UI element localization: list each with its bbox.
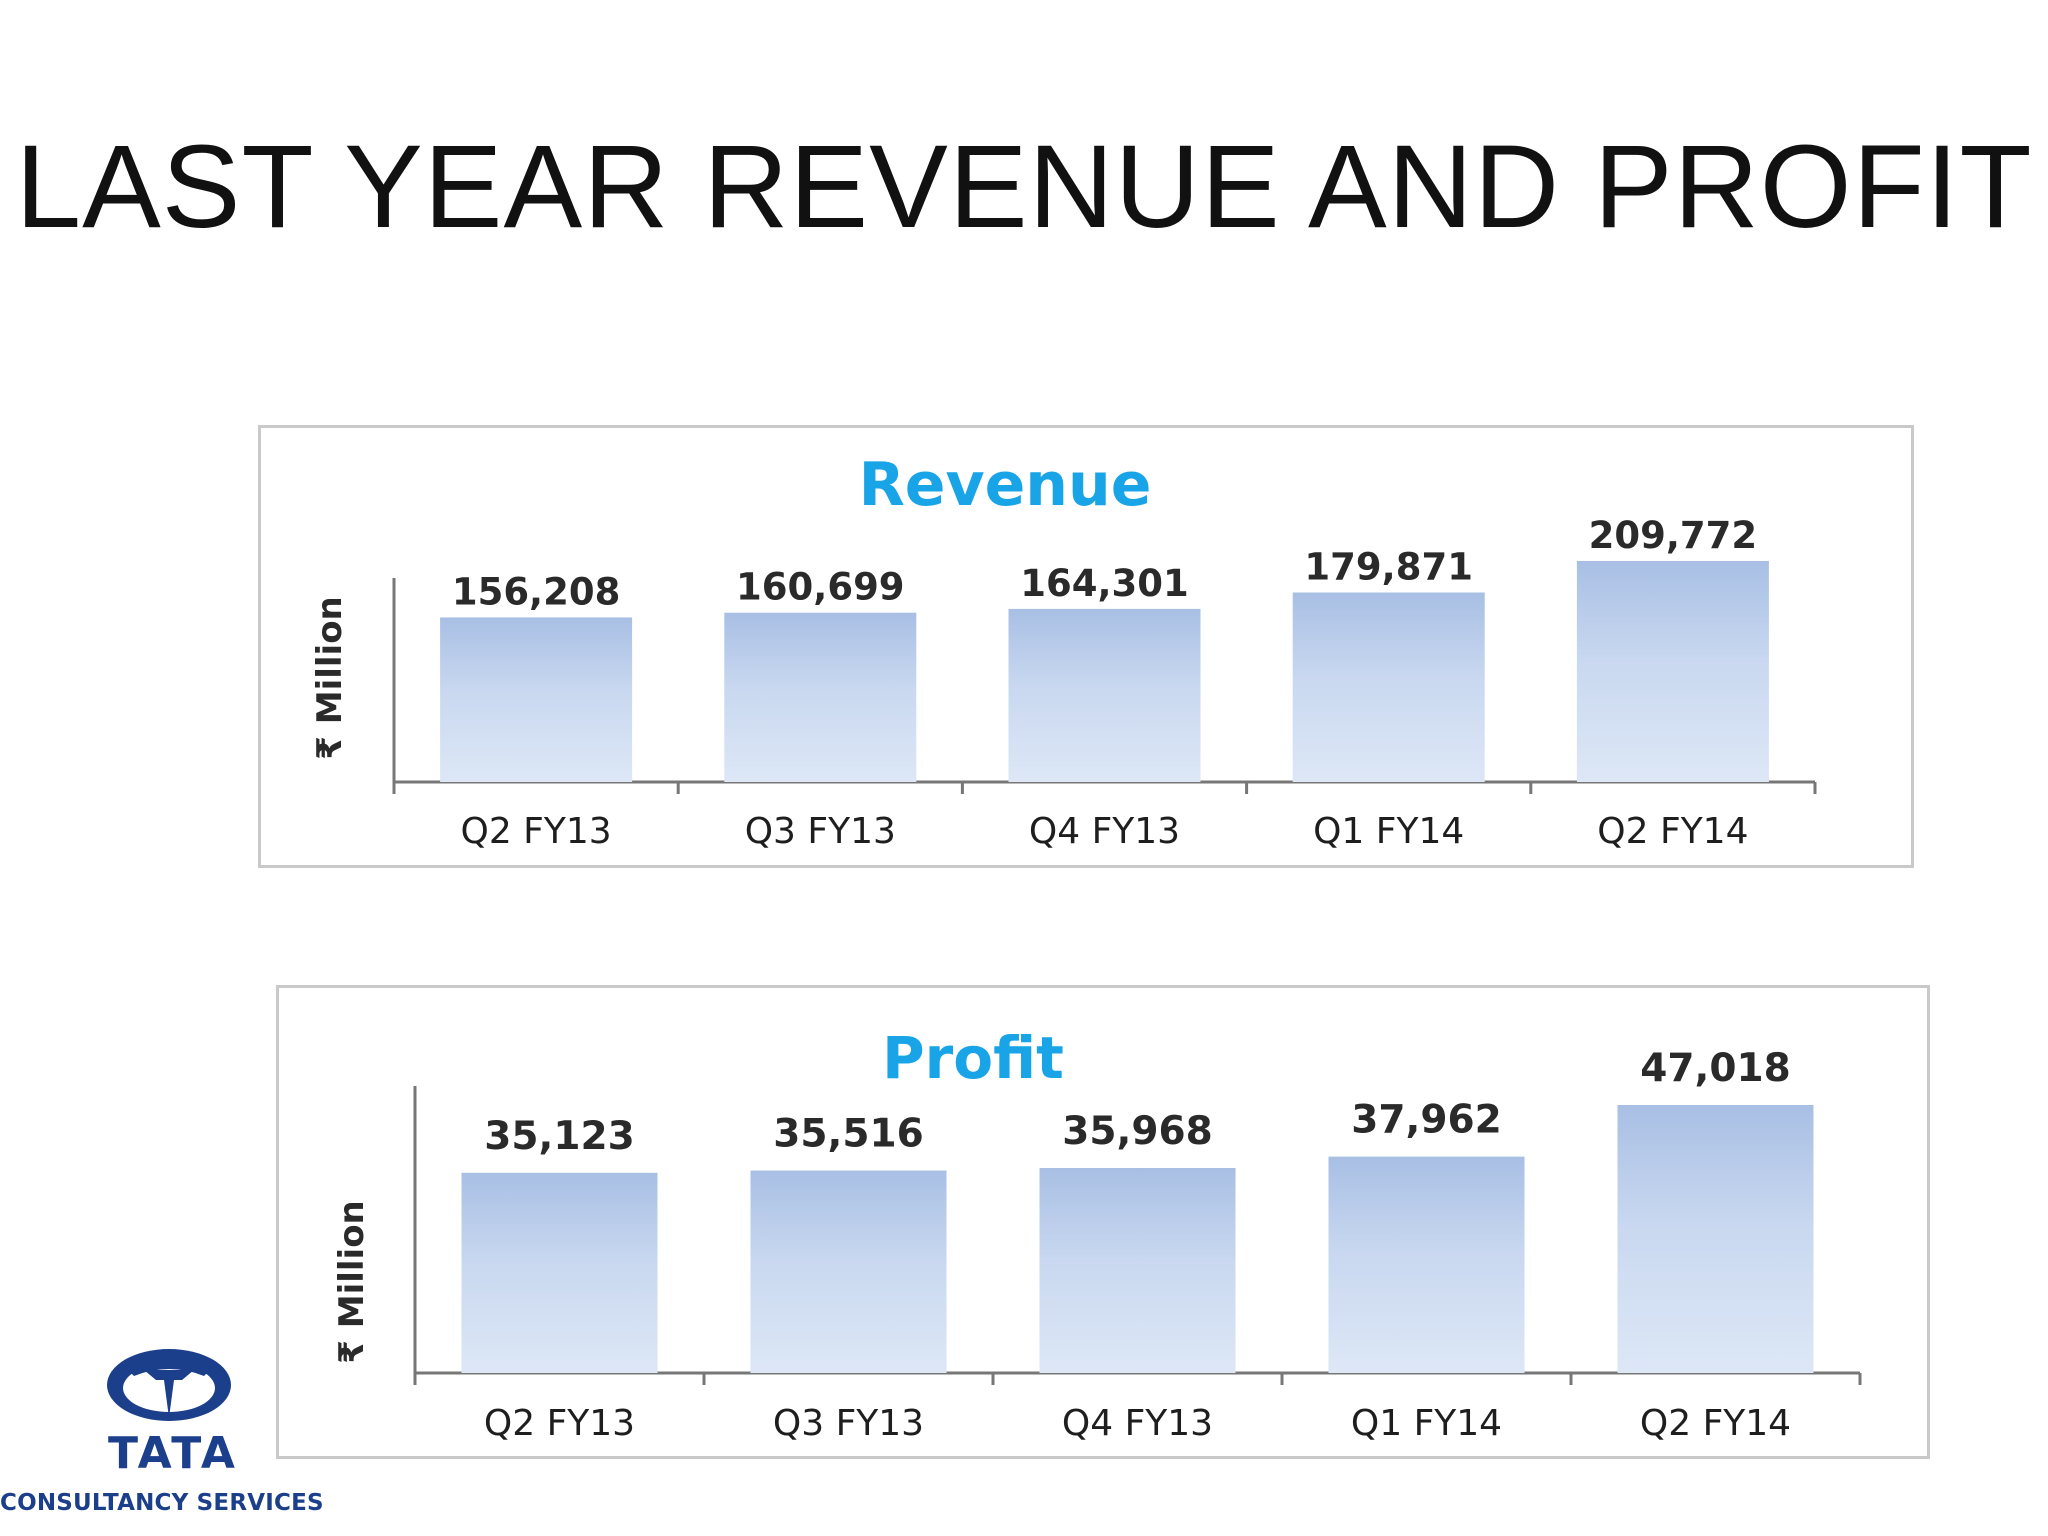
x-tick-label: Q2 FY14 (1597, 811, 1748, 852)
x-tick-label: Q4 FY13 (1062, 1403, 1213, 1444)
data-label: 37,962 (1351, 1098, 1502, 1143)
data-label: 35,968 (1062, 1109, 1213, 1154)
x-tick-label: Q1 FY14 (1351, 1403, 1502, 1444)
x-tick-label: Q2 FY13 (460, 811, 611, 852)
data-label: 47,018 (1640, 1046, 1791, 1091)
chart-title: Revenue (859, 450, 1152, 520)
bar (1292, 592, 1485, 782)
profit-chart: Profit ₹ Million 35,123 Q2 FY13 35,516 Q3 FY1… (276, 985, 1930, 1459)
x-tick-label: Q2 FY14 (1640, 1403, 1791, 1444)
data-label: 164,301 (1020, 562, 1189, 605)
data-label: 179,871 (1304, 546, 1473, 589)
logo-wordmark: TATA (108, 1428, 238, 1479)
bar (1617, 1105, 1814, 1373)
data-label: 160,699 (736, 566, 905, 609)
tata-emblem-icon (107, 1349, 231, 1421)
logo-tagline: CONSULTANCY SERVICES (0, 1490, 324, 1516)
data-label: 35,123 (484, 1114, 635, 1159)
y-axis-label: ₹ Million (332, 1200, 372, 1364)
bar (1008, 608, 1201, 782)
revenue-chart: Revenue ₹ Million 156,208 Q2 FY13 160,699 Q3 … (258, 425, 1914, 868)
bar (724, 612, 917, 782)
bar (750, 1170, 947, 1373)
bar (440, 617, 633, 782)
revenue-chart-svg: Revenue ₹ Million 156,208 Q2 FY13 160,699 Q3 … (310, 450, 1817, 852)
x-tick-label: Q1 FY14 (1313, 811, 1464, 852)
x-tick-label: Q3 FY13 (773, 1403, 924, 1444)
data-label: 156,208 (452, 570, 621, 613)
slide-title: LAST YEAR REVENUE AND PROFIT (15, 121, 2033, 253)
y-axis-label: ₹ Million (310, 596, 350, 760)
profit-chart-svg: Profit ₹ Million 35,123 Q2 FY13 35,516 Q3 FY1… (332, 1024, 1862, 1444)
bar (461, 1172, 658, 1373)
bar (1576, 561, 1769, 782)
data-label: 35,516 (773, 1112, 924, 1157)
x-tick-label: Q4 FY13 (1029, 811, 1180, 852)
chart-title: Profit (882, 1024, 1064, 1092)
tcs-logo: TATA CONSULTANCY SERVICES (0, 1340, 350, 1530)
data-label: 209,772 (1589, 514, 1758, 557)
bar (1328, 1156, 1525, 1373)
x-tick-label: Q3 FY13 (745, 811, 896, 852)
bar (1039, 1167, 1236, 1373)
x-tick-label: Q2 FY13 (484, 1403, 635, 1444)
